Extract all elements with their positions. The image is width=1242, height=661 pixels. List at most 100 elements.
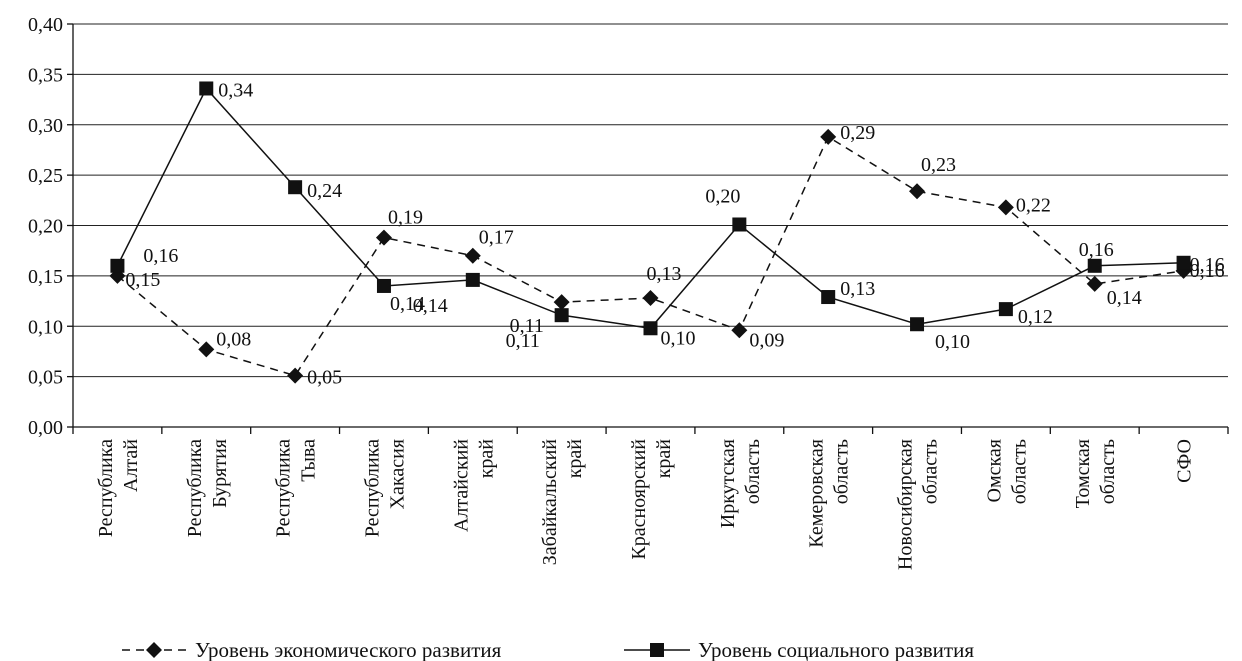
square-point bbox=[199, 81, 214, 96]
category-label-line: Бурятия bbox=[209, 439, 231, 508]
category-label-line: Республика bbox=[361, 439, 383, 537]
diamond-point bbox=[1086, 275, 1103, 292]
legend-diamond-marker bbox=[146, 642, 162, 658]
square-point bbox=[1176, 255, 1191, 270]
data-label-social: 0,24 bbox=[307, 180, 342, 202]
category-label-line: Новосибирская bbox=[895, 439, 917, 570]
category-label-line: Томская bbox=[1072, 439, 1094, 508]
data-label-economic: 0,09 bbox=[749, 329, 784, 351]
diamond-point bbox=[464, 247, 481, 264]
data-label-social: 0,14 bbox=[413, 295, 448, 317]
square-point bbox=[465, 272, 480, 287]
category-label-line: Республика bbox=[95, 439, 117, 537]
y-tick-labels: 0,00 0,05 0,10 0,15 0,20 0,25 0,30 0,35 0,40 bbox=[28, 14, 63, 439]
category-label: Красноярский край bbox=[628, 439, 675, 560]
category-label-line: Республика bbox=[273, 439, 295, 537]
category-label-line: Иркутская bbox=[717, 439, 739, 528]
square-point bbox=[643, 321, 658, 336]
category-label: Республика Алтай bbox=[95, 439, 142, 537]
data-label-economic: 0,14 bbox=[1107, 287, 1142, 309]
category-label: Томская область bbox=[1072, 439, 1119, 508]
category-label-line: Тыва bbox=[298, 439, 320, 482]
category-label-line: область bbox=[1097, 439, 1119, 504]
category-label-line: область bbox=[831, 439, 853, 504]
series-economic bbox=[109, 128, 1192, 384]
series-group bbox=[109, 81, 1192, 384]
diamond-point bbox=[287, 367, 304, 384]
data-label-economic: 0,08 bbox=[216, 328, 251, 350]
category-label-line: Республика bbox=[184, 439, 206, 537]
data-label-social: 0,10 bbox=[935, 331, 970, 353]
category-label-line: Красноярский bbox=[628, 439, 650, 560]
diamond-point bbox=[997, 199, 1014, 216]
y-tick-label: 0,15 bbox=[28, 266, 63, 288]
category-label-line: край bbox=[475, 439, 497, 479]
category-label-line: область bbox=[920, 439, 942, 504]
diamond-point bbox=[642, 290, 659, 307]
square-point bbox=[910, 317, 925, 332]
data-label-social: 0,13 bbox=[840, 278, 875, 300]
data-label-social: 0,12 bbox=[1018, 306, 1053, 328]
square-point bbox=[376, 278, 391, 293]
data-label-economic: 0,05 bbox=[307, 367, 342, 389]
grid-lines bbox=[73, 23, 1228, 378]
y-tick-label: 0,30 bbox=[28, 115, 63, 137]
y-tick-label: 0,05 bbox=[28, 367, 63, 389]
y-tick-label: 0,40 bbox=[28, 14, 63, 36]
diamond-point bbox=[820, 128, 837, 145]
category-label: Омская область bbox=[983, 439, 1030, 504]
category-label-line: Омская bbox=[983, 439, 1005, 502]
y-tick-label: 0,10 bbox=[28, 316, 63, 338]
legend-square-marker bbox=[650, 643, 664, 657]
data-label-economic: 0,15 bbox=[125, 269, 160, 291]
legend-item-economic: Уровень экономического развития bbox=[122, 638, 502, 661]
data-label-social: 0,16 bbox=[1190, 260, 1225, 282]
data-label-economic: 0,23 bbox=[921, 154, 956, 176]
y-tick-label: 0,00 bbox=[28, 417, 63, 439]
category-label: Иркутская область bbox=[717, 439, 764, 528]
data-label-social: 0,20 bbox=[705, 185, 740, 207]
square-point bbox=[554, 308, 569, 323]
diamond-point bbox=[731, 322, 748, 339]
diamond-point bbox=[909, 183, 926, 200]
square-point bbox=[288, 180, 303, 195]
legend-item-social: Уровень социального развития bbox=[624, 638, 974, 661]
category-label: Республика Тыва bbox=[273, 439, 320, 537]
data-label-social: 0,16 bbox=[1079, 239, 1114, 261]
axes bbox=[67, 23, 1229, 434]
series-line bbox=[116, 135, 1184, 377]
legend-label-economic: Уровень экономического развития bbox=[195, 638, 502, 661]
category-label-line: Алтай bbox=[120, 439, 142, 492]
category-label-line: Забайкальский bbox=[539, 439, 561, 566]
square-point bbox=[821, 290, 836, 305]
square-point bbox=[110, 258, 125, 273]
data-label-economic: 0,29 bbox=[840, 122, 875, 144]
category-label-line: Хакасия bbox=[386, 439, 408, 509]
data-label-social: 0,34 bbox=[218, 79, 253, 101]
x-category-labels: Республика Алтай Республика Бурятия Республи… bbox=[95, 439, 1196, 570]
category-label: Республика Хакасия bbox=[361, 439, 408, 537]
diamond-point bbox=[375, 229, 392, 246]
series-social bbox=[110, 81, 1191, 336]
data-label-economic: 0,13 bbox=[647, 263, 682, 285]
category-label: Кемеровская область bbox=[806, 439, 853, 548]
square-point bbox=[998, 302, 1013, 317]
data-labels: 0,15 0,08 0,05 0,19 0,17 0,11 0,13 0,09 0,29 0,23… bbox=[125, 79, 1224, 388]
category-label-line: Алтайский bbox=[450, 439, 472, 532]
data-label-economic: 0,19 bbox=[388, 207, 423, 229]
diamond-point bbox=[198, 341, 215, 358]
category-label-line: Кемеровская bbox=[806, 439, 828, 548]
legend: Уровень экономического развития Уровень с… bbox=[122, 638, 974, 661]
square-point bbox=[1087, 258, 1102, 273]
data-label-economic: 0,16 bbox=[1190, 254, 1225, 276]
category-label-line: СФО bbox=[1174, 439, 1196, 483]
y-tick-label: 0,20 bbox=[28, 216, 63, 238]
category-label: Забайкальский край bbox=[539, 439, 586, 566]
category-label: Республика Бурятия bbox=[184, 439, 231, 537]
data-label-economic: 0,11 bbox=[510, 315, 544, 337]
category-label-line: область bbox=[742, 439, 764, 504]
category-label: СФО bbox=[1174, 439, 1196, 483]
category-label: Алтайский край bbox=[450, 439, 497, 532]
category-label-line: область bbox=[1008, 439, 1030, 504]
